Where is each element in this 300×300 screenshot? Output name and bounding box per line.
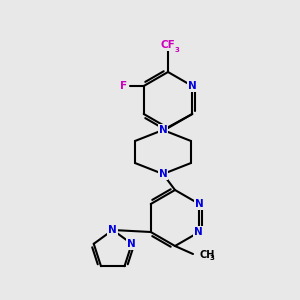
Text: 3: 3	[210, 255, 215, 261]
Text: N: N	[188, 81, 197, 91]
Text: N: N	[108, 225, 117, 235]
Text: CH: CH	[199, 250, 214, 260]
Text: N: N	[194, 227, 203, 237]
Text: N: N	[159, 125, 167, 135]
Text: F: F	[120, 81, 127, 91]
Text: 3: 3	[175, 47, 179, 53]
Text: CF: CF	[160, 40, 175, 50]
Text: N: N	[159, 169, 167, 179]
Text: N: N	[195, 199, 204, 209]
Text: N: N	[128, 239, 136, 249]
